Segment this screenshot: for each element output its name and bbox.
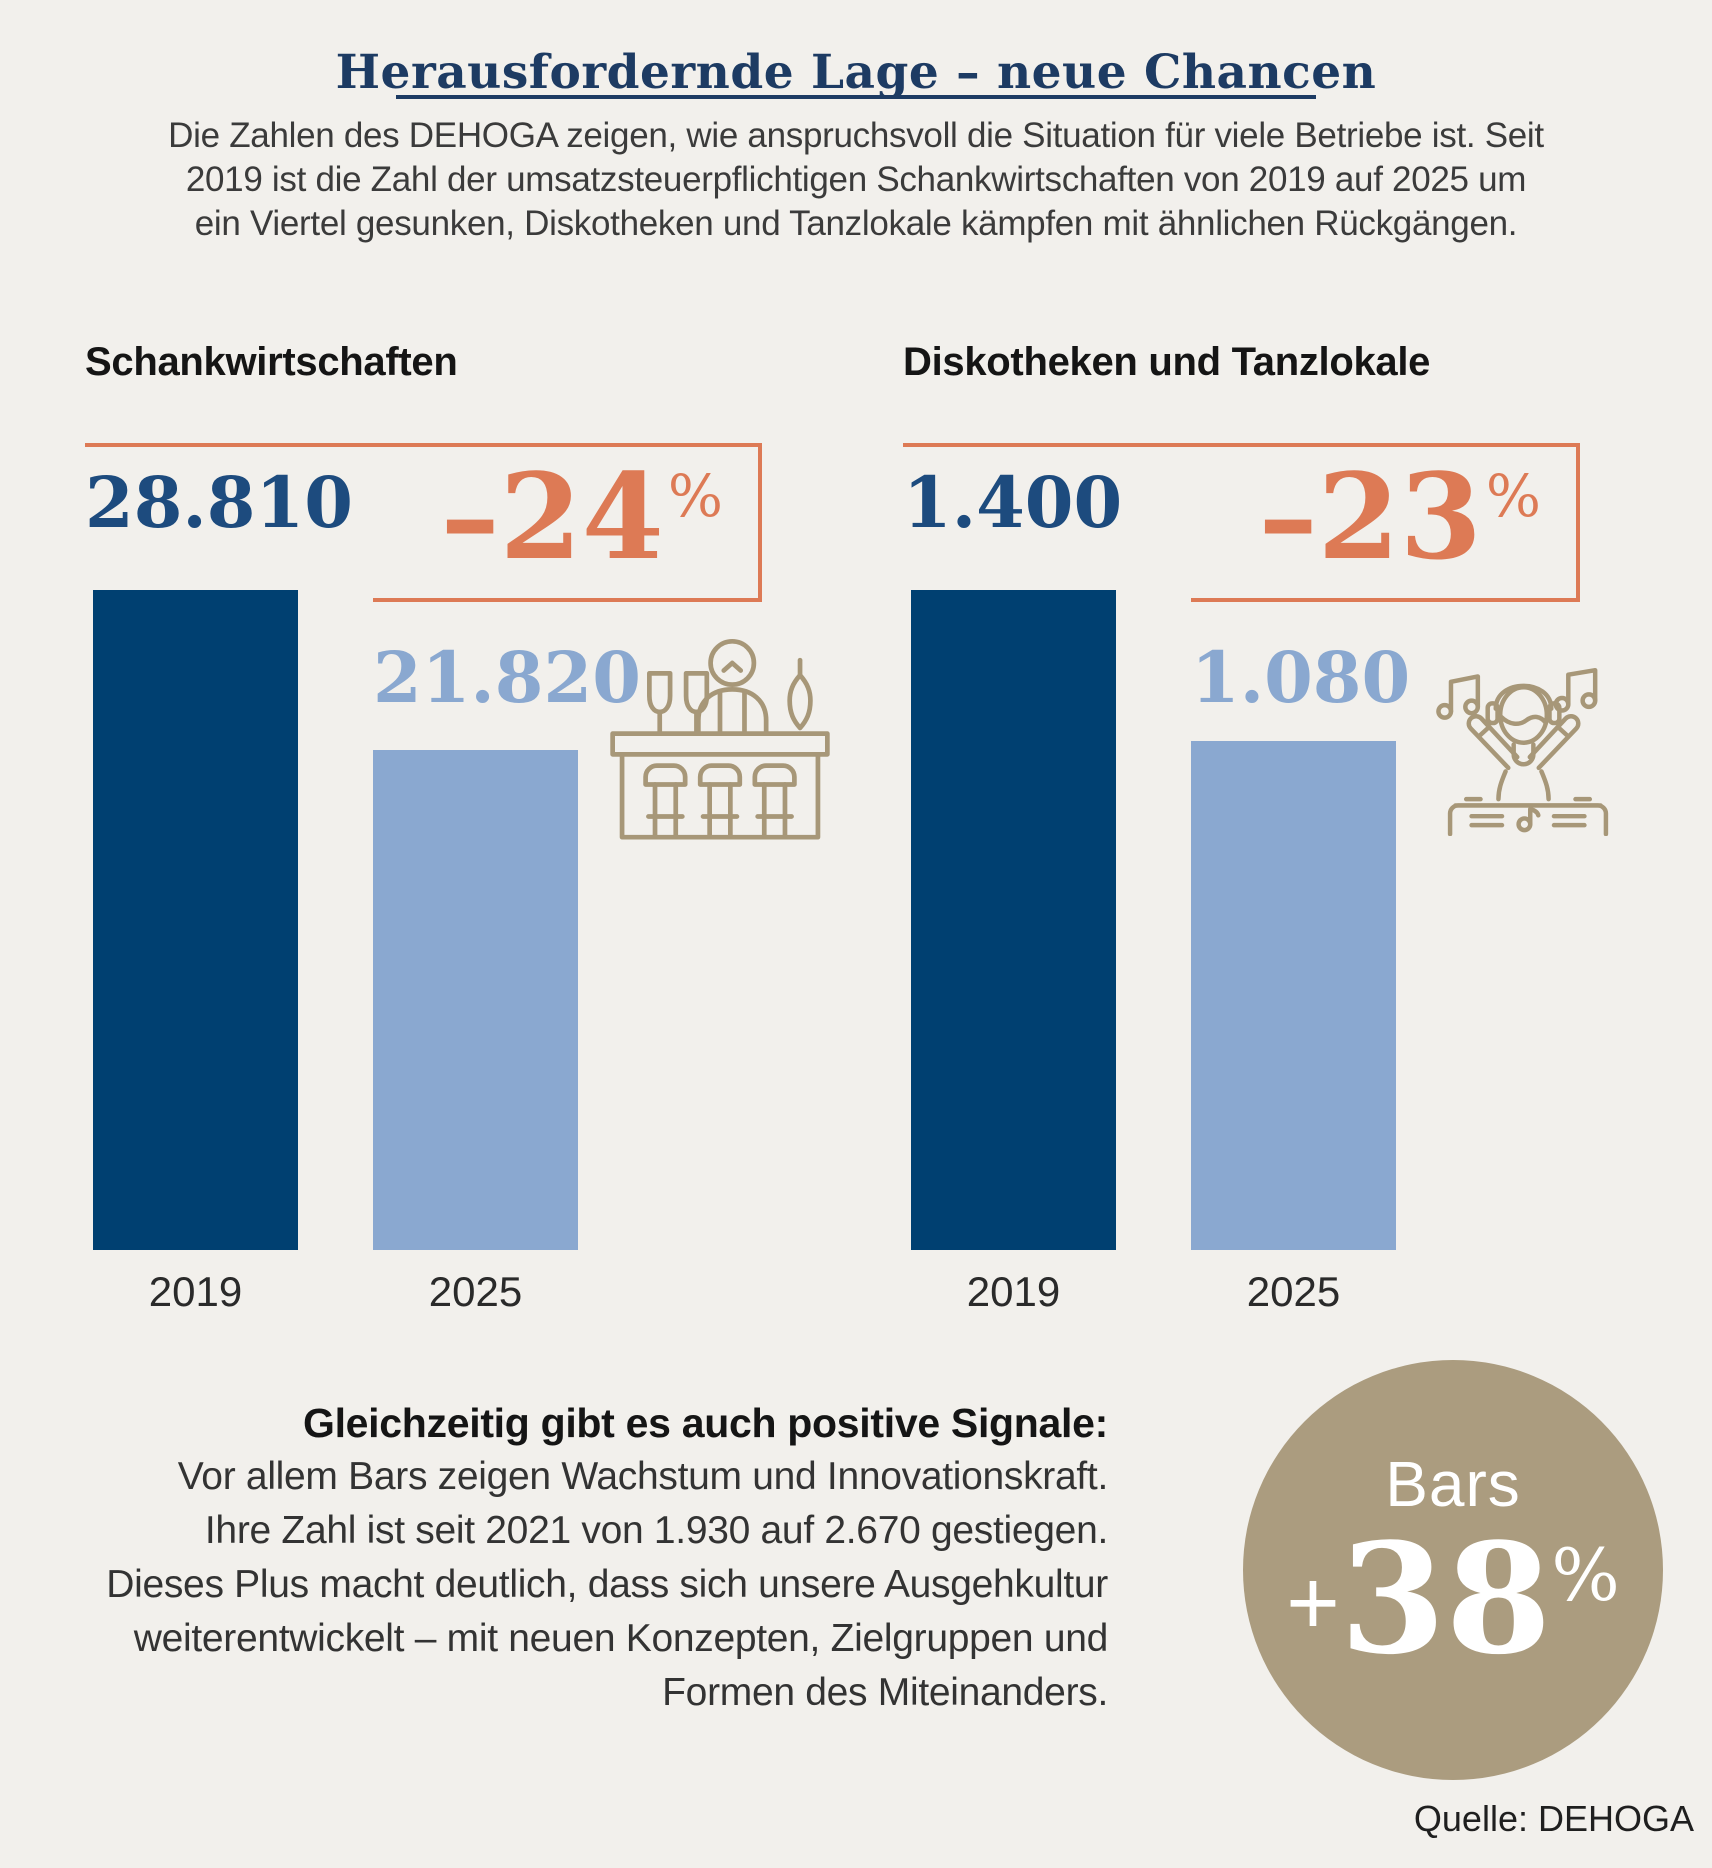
positive-signals-heading: Gleichzeitig gibt es auch positive Signa… <box>303 1400 1108 1446</box>
chart-title: Schankwirtschaften <box>85 340 458 384</box>
change-bracket <box>85 443 762 602</box>
chart-schankwirtschaften: Schankwirtschaften 28.810 –24% 21.820 20… <box>85 340 830 1350</box>
year-label-2025: 2025 <box>1246 1268 1341 1315</box>
positive-line: Vor allem Bars zeigen Wachstum und Innov… <box>177 1455 1109 1498</box>
year-label-2019: 2019 <box>148 1268 243 1315</box>
intro-line: Die Zahlen des DEHOGA zeigen, wie anspru… <box>168 116 1544 155</box>
badge-value: 38 <box>1339 1509 1552 1688</box>
intro-line: ein Viertel gesunken, Diskotheken und Ta… <box>194 204 1518 243</box>
title-underline <box>396 95 1316 99</box>
value-label-2019: 28.810 <box>85 461 353 544</box>
intro-line: 2019 ist die Zahl der umsatzsteuerpflich… <box>185 160 1527 199</box>
year-label-2019: 2019 <box>966 1268 1061 1315</box>
bar-2025 <box>1191 741 1396 1250</box>
positive-line: weiterentwickelt – mit neuen Konzepten, … <box>133 1617 1109 1660</box>
chart-title: Diskotheken und Tanzlokale <box>903 340 1431 384</box>
change-percent: –23% <box>1259 458 1541 576</box>
change-bracket-bottom <box>373 598 762 602</box>
page-title: Herausfordernde Lage – neue Chancen <box>335 45 1377 101</box>
percent-sign: % <box>1485 462 1541 530</box>
bars-badge: Bars +38% <box>1243 1360 1663 1780</box>
chart-diskotheken: Diskotheken und Tanzlokale 1.400 –23% 1.… <box>903 340 1609 1350</box>
positive-signals-text: Vor allem Bars zeigen Wachstum und Innov… <box>40 1450 1108 1720</box>
badge-label: Bars <box>1385 1448 1521 1520</box>
badge-percent-sign: % <box>1551 1533 1620 1617</box>
bar-counter-icon <box>607 628 833 848</box>
percent-sign: % <box>667 462 723 530</box>
bar-2019 <box>93 590 298 1250</box>
badge-plus-sign: + <box>1286 1552 1340 1654</box>
positive-signals: Gleichzeitig gibt es auch positive Signa… <box>40 1396 1108 1720</box>
intro-text: Die Zahlen des DEHOGA zeigen, wie anspru… <box>0 114 1712 246</box>
change-percent-number: –23 <box>1258 447 1482 586</box>
change-bracket-bottom <box>1191 598 1580 602</box>
dj-icon <box>1425 628 1631 841</box>
source-note: Quelle: DEHOGA <box>1413 1798 1694 1839</box>
badge-value-row: +38% <box>1286 1523 1620 1675</box>
year-label-2025: 2025 <box>428 1268 523 1315</box>
change-bracket <box>903 443 1580 602</box>
bar-2019 <box>911 590 1116 1250</box>
positive-line: Ihre Zahl ist seit 2021 von 1.930 auf 2.… <box>204 1509 1108 1552</box>
change-percent-number: –24 <box>440 447 664 586</box>
change-percent: –24% <box>441 458 723 576</box>
positive-line: Formen des Miteinanders. <box>662 1671 1108 1714</box>
value-label-2019: 1.400 <box>903 461 1123 544</box>
value-label-2025: 1.080 <box>1191 636 1411 719</box>
value-label-2025: 21.820 <box>373 636 641 719</box>
positive-line: Dieses Plus macht deutlich, dass sich un… <box>106 1563 1108 1606</box>
bar-2025 <box>373 750 578 1250</box>
